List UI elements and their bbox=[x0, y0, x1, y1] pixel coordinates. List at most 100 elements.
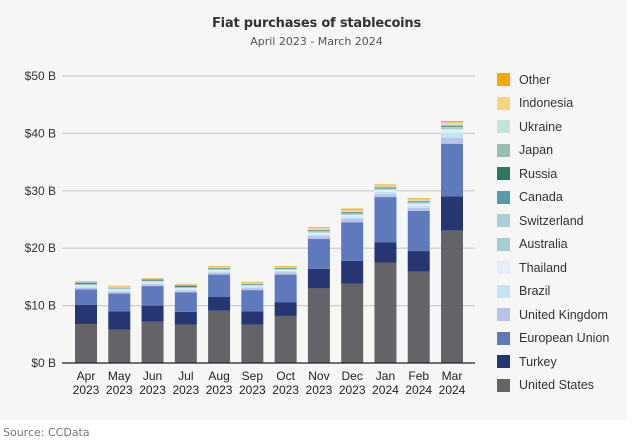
bar-segment-indonesia bbox=[208, 266, 231, 268]
legend-item: Russia bbox=[497, 162, 609, 186]
legend-label: Turkey bbox=[519, 354, 557, 369]
bar-segment-canada bbox=[407, 201, 430, 203]
bar-segment-brazil bbox=[141, 282, 164, 285]
bar-stack bbox=[174, 284, 197, 363]
bar-segment-australia bbox=[374, 189, 397, 190]
bar-segment-japan bbox=[75, 282, 97, 283]
legend-swatch bbox=[497, 143, 510, 157]
legend-item: Switzerland bbox=[497, 209, 609, 233]
bar-segment-brazil bbox=[274, 270, 297, 273]
bar-segment-canada bbox=[374, 187, 397, 189]
legend-swatch bbox=[497, 190, 510, 204]
bar-segment-switzerland bbox=[75, 284, 97, 285]
x-tick-label: May 2023 bbox=[106, 369, 133, 397]
bar-segment-united-kingdom bbox=[374, 194, 397, 198]
bar-stack bbox=[374, 184, 397, 363]
bar-segment-thailand bbox=[174, 288, 197, 290]
legend-item: United States bbox=[497, 374, 609, 398]
bar-segment-russia bbox=[341, 212, 364, 213]
bar-stack bbox=[141, 278, 164, 363]
legend-item: Other bbox=[497, 68, 609, 92]
bar-segment-european-union bbox=[108, 293, 131, 312]
source-note: Source: CCData bbox=[3, 426, 90, 439]
bar-segment-brazil bbox=[108, 290, 131, 292]
legend-swatch bbox=[497, 214, 510, 228]
legend-swatch bbox=[497, 73, 510, 87]
bar-segment-australia bbox=[274, 269, 297, 270]
bar-stack bbox=[241, 281, 264, 363]
bar-segment-thailand bbox=[441, 129, 463, 133]
bar-segment-canada bbox=[174, 286, 197, 288]
bar-segment-ukraine bbox=[441, 124, 463, 126]
legend-item: Canada bbox=[497, 186, 609, 210]
bar-segment-switzerland bbox=[307, 230, 330, 232]
bar-segment-thailand bbox=[208, 270, 231, 272]
bar-segment-japan bbox=[441, 125, 463, 126]
bar-segment-united-states bbox=[108, 329, 131, 363]
bar-segment-canada bbox=[75, 283, 97, 285]
bar-segment-indonesia bbox=[341, 209, 364, 212]
bar-stack bbox=[441, 121, 463, 363]
bar-stack bbox=[274, 265, 297, 363]
bar-segment-japan bbox=[241, 283, 264, 285]
bar-segment-turkey bbox=[274, 302, 297, 316]
bar-segment-switzerland bbox=[208, 268, 231, 270]
y-tick-label: $0 B bbox=[31, 356, 56, 370]
bar-segment-ukraine bbox=[108, 287, 131, 288]
bar-segment-canada bbox=[241, 284, 264, 285]
legend-swatch bbox=[497, 167, 510, 181]
bar-segment-brazil bbox=[341, 216, 364, 219]
bar-segment-european-union bbox=[141, 286, 164, 306]
bar-segment-japan bbox=[108, 287, 131, 289]
bar-segment-european-union bbox=[75, 289, 97, 306]
bar-segment-indonesia bbox=[407, 199, 430, 201]
bar-segment-canada bbox=[208, 268, 231, 270]
legend-swatch bbox=[497, 237, 510, 251]
x-tick-label: Jan 2024 bbox=[372, 369, 399, 397]
bar-stack bbox=[407, 198, 430, 363]
legend-item: United Kingdom bbox=[497, 303, 609, 327]
bar-segment-canada bbox=[441, 126, 463, 127]
bar-segment-thailand bbox=[241, 285, 264, 287]
bar-segment-japan bbox=[274, 267, 297, 269]
x-tick-label: Jun 2023 bbox=[139, 369, 166, 397]
y-tick-label: $40 B bbox=[25, 126, 56, 140]
bar-segment-thailand bbox=[374, 189, 397, 192]
bar-segment-united-kingdom bbox=[174, 290, 197, 293]
bar-segment-australia bbox=[341, 214, 364, 215]
legend-label: Australia bbox=[519, 237, 568, 252]
bar-segment-australia bbox=[141, 281, 164, 282]
legend-swatch bbox=[497, 120, 510, 134]
legend-label: Japan bbox=[519, 143, 554, 158]
bar-segment-united-states bbox=[374, 262, 397, 363]
bar-segment-brazil bbox=[374, 191, 397, 195]
bar-segment-russia bbox=[208, 268, 231, 269]
bar-segment-switzerland bbox=[407, 201, 430, 203]
y-tick-label: $20 B bbox=[25, 241, 56, 255]
bar-segment-switzerland bbox=[174, 286, 197, 288]
bar-segment-thailand bbox=[75, 285, 97, 287]
x-tick-label: Jul 2023 bbox=[172, 369, 199, 397]
bar-segment-united-kingdom bbox=[341, 218, 364, 223]
bar-segment-ukraine bbox=[241, 283, 264, 284]
x-tick-label: Oct 2023 bbox=[272, 369, 299, 397]
bar-segment-united-kingdom bbox=[407, 208, 430, 211]
bar-segment-european-union bbox=[208, 274, 231, 297]
legend-item: Australia bbox=[497, 233, 609, 257]
bar-segment-switzerland bbox=[341, 213, 364, 215]
legend-swatch bbox=[497, 378, 510, 392]
gridlines bbox=[62, 75, 475, 307]
bar-segment-indonesia bbox=[241, 282, 264, 284]
bar-segment-turkey bbox=[441, 196, 463, 231]
bar-segment-united-states bbox=[241, 324, 264, 363]
legend-label: Brazil bbox=[519, 284, 551, 299]
bar-segment-united-kingdom bbox=[307, 236, 330, 240]
bar-segment-turkey bbox=[208, 296, 231, 311]
bar-segment-brazil bbox=[208, 271, 231, 273]
bars bbox=[75, 121, 463, 363]
legend-item: Brazil bbox=[497, 280, 609, 304]
bar-segment-russia bbox=[274, 268, 297, 269]
bar-segment-turkey bbox=[307, 268, 330, 289]
bar-segment-turkey bbox=[141, 305, 164, 322]
bar-segment-other bbox=[108, 285, 131, 287]
